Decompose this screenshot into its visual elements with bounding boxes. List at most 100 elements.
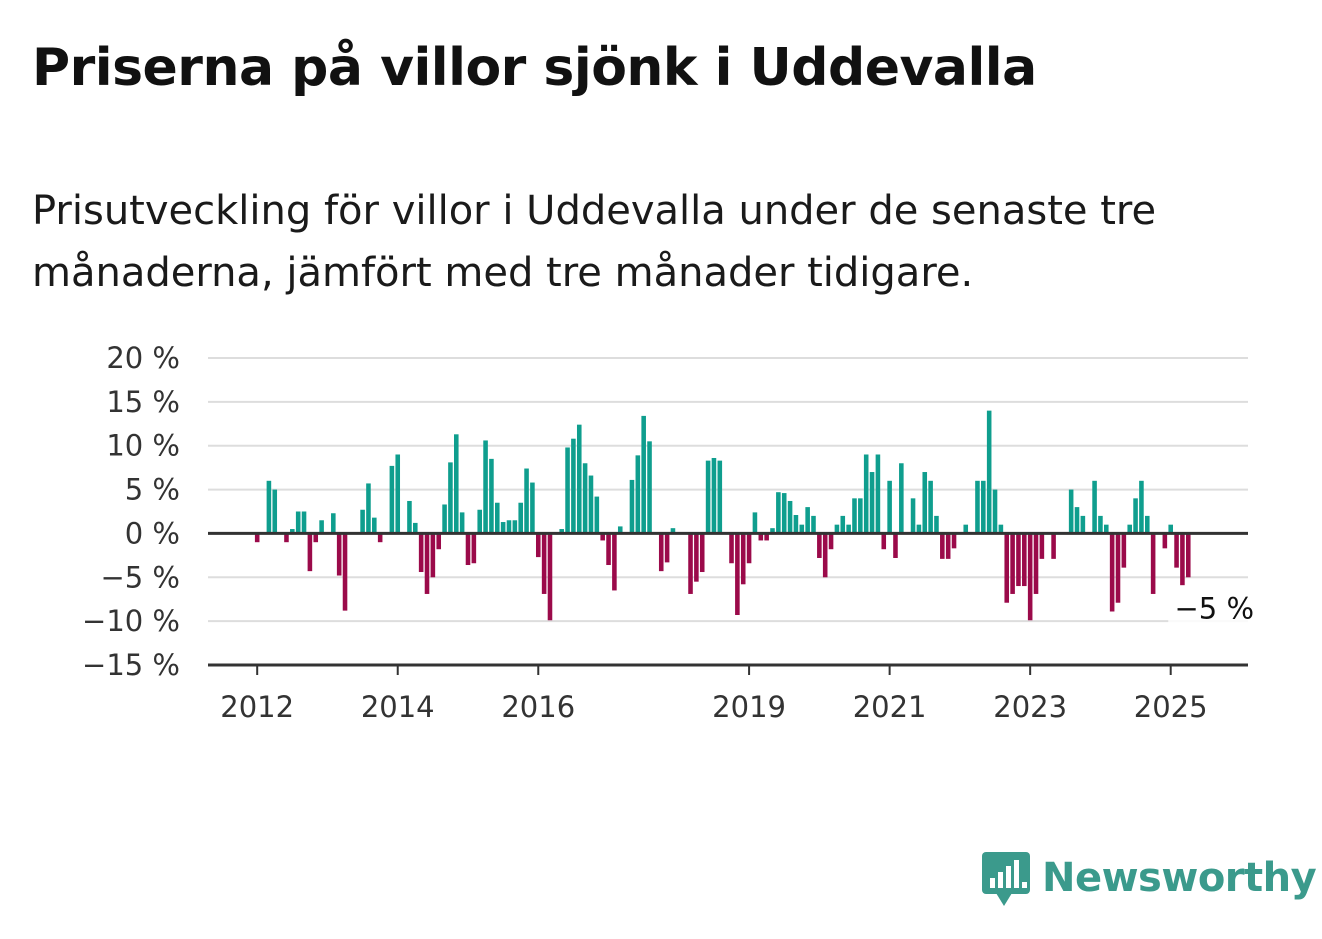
bar <box>858 498 863 534</box>
bar <box>489 458 494 534</box>
bar <box>284 533 289 543</box>
bar <box>430 533 436 578</box>
x-tick-label: 2014 <box>361 690 435 724</box>
bar <box>448 462 453 534</box>
bar <box>1010 533 1015 594</box>
gridlines <box>208 357 1248 623</box>
y-tick-label: 0 % <box>125 516 180 550</box>
bar <box>922 472 928 534</box>
bar <box>752 512 758 534</box>
bar <box>465 533 471 566</box>
bar <box>272 489 278 534</box>
bar <box>817 533 822 558</box>
bar <box>1145 515 1150 534</box>
bar <box>705 460 711 534</box>
bar <box>565 447 570 534</box>
bar <box>899 463 904 534</box>
bar <box>313 533 319 543</box>
bar <box>828 533 834 550</box>
bar <box>1074 507 1080 534</box>
bar <box>1115 533 1121 603</box>
bar <box>887 480 892 534</box>
bar <box>729 533 734 564</box>
bar <box>424 533 430 594</box>
bar <box>1027 533 1033 621</box>
bar <box>641 415 646 534</box>
bar <box>571 438 576 534</box>
bar <box>670 528 676 534</box>
bar <box>840 515 846 534</box>
bar <box>319 520 324 534</box>
bar <box>1080 515 1086 534</box>
bar <box>413 522 418 534</box>
x-tick-label: 2023 <box>993 690 1067 724</box>
chart-subtitle: Prisutveckling för villor i Uddevalla un… <box>32 188 1157 296</box>
bar <box>770 528 775 534</box>
bar <box>530 482 535 534</box>
bar <box>717 460 723 534</box>
bar <box>290 529 295 534</box>
brand-name: Newsworthy <box>1042 855 1317 901</box>
bar <box>1016 533 1021 587</box>
bar <box>805 507 810 534</box>
x-tick-label: 2025 <box>1134 690 1208 724</box>
bar <box>1180 533 1185 586</box>
newsworthy-logo: Newsworthy <box>982 846 1317 910</box>
bar <box>617 526 623 534</box>
bar <box>541 533 547 594</box>
bar <box>688 533 693 594</box>
bar <box>986 410 992 534</box>
bar <box>758 533 764 541</box>
y-tick-label: 5 % <box>125 473 180 507</box>
bar <box>459 512 465 534</box>
bar <box>1139 480 1144 534</box>
bar <box>746 533 752 564</box>
bar <box>360 509 365 534</box>
bar <box>454 434 459 534</box>
bar <box>576 424 582 534</box>
bar <box>975 480 980 534</box>
bar <box>1022 533 1027 587</box>
bar <box>372 517 377 534</box>
x-tick-label: 2016 <box>501 690 575 724</box>
bar <box>1133 498 1138 534</box>
bar <box>483 440 488 534</box>
bar <box>658 533 664 572</box>
bar <box>1162 533 1168 549</box>
bar <box>547 533 553 621</box>
bar <box>910 498 916 534</box>
bar <box>366 483 371 534</box>
bar <box>846 524 851 534</box>
bar <box>735 533 740 615</box>
bar <box>436 533 442 550</box>
bar <box>307 533 313 572</box>
bar <box>940 533 945 559</box>
bar <box>600 533 605 541</box>
bar <box>764 533 769 541</box>
bar <box>881 533 887 550</box>
bar <box>822 533 828 578</box>
bar <box>981 480 986 534</box>
y-tick-label: −10 % <box>82 604 180 638</box>
bar <box>1127 524 1132 534</box>
bar <box>1185 533 1191 578</box>
y-tick-label: −15 % <box>82 648 180 682</box>
x-tick-label: 2021 <box>853 690 927 724</box>
bar <box>1109 533 1115 612</box>
bar <box>407 500 412 534</box>
y-tick-label: 10 % <box>106 429 180 463</box>
bar <box>495 502 500 534</box>
tick-labels: 20 % 15 % 10 % 5 % 0 % −5 % −10 % −15 % 2012 2014… <box>82 341 1261 724</box>
bar <box>694 533 699 582</box>
bar <box>834 524 840 534</box>
bar <box>1174 533 1179 568</box>
x-tick-label: 2019 <box>712 690 786 724</box>
bar <box>500 522 506 534</box>
bar <box>301 511 307 534</box>
bar <box>471 533 477 564</box>
bar <box>1098 515 1103 534</box>
bar <box>395 454 401 534</box>
bar <box>342 533 348 611</box>
bar <box>1068 489 1074 534</box>
bar <box>740 533 746 585</box>
